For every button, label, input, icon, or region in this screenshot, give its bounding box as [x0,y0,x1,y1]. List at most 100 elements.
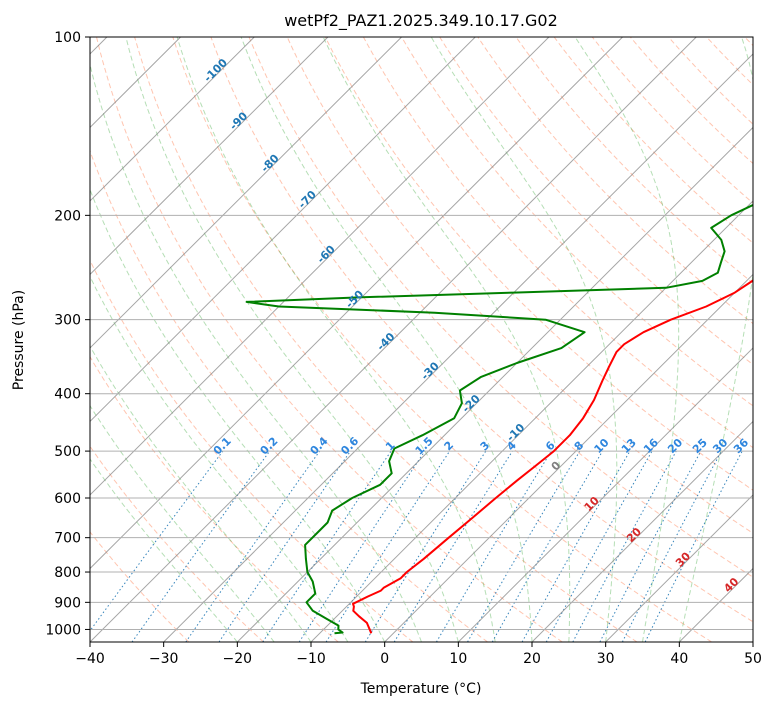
moist-adiabat-line [574,37,680,642]
mixing-ratio-line [262,450,392,642]
isotherm-line [457,347,753,642]
dry-adiabat-line [90,445,264,642]
isotherm-line [90,37,476,423]
x-tick-label: 30 [597,651,615,667]
mixing-ratio-line [185,450,321,642]
warm-isotherm-label: 30 [673,549,693,569]
mixing-ratio-line [298,450,426,642]
warm-isotherm-label: 10 [582,494,602,514]
mixing-ratio-label: 30 [710,436,730,456]
isotherm-line [90,37,697,642]
dry-adiabat-line [210,37,753,623]
mixing-ratio-label: 25 [690,436,710,456]
mixing-ratio-label: 0.1 [211,435,234,458]
isotherm-label: -60 [315,242,338,265]
moist-adiabat-line [90,458,238,642]
warm-isotherm-label: 40 [721,575,741,595]
mixing-ratio-line [467,450,581,642]
mixing-ratio-line [90,450,224,632]
dry-adiabat-line [90,259,414,642]
mixing-ratio-line [364,450,487,642]
y-tick-label: 800 [54,565,81,581]
isotherm-label: -100 [201,56,230,85]
chart-title: wetPf2_PAZ1.2025.349.10.17.G02 [284,11,558,31]
dry-adiabat-line [744,37,753,47]
x-tick-label: −20 [223,651,253,667]
isotherm-label: -50 [343,288,366,311]
mixing-ratio-label: 0.6 [338,434,361,457]
x-tick-label: 20 [523,651,541,667]
mixing-ratio-line [435,450,552,642]
moist-adiabat-line [90,345,312,642]
dry-adiabat-line [439,37,753,366]
mixing-ratio-line [599,450,702,642]
mixing-ratio-label: 0.4 [308,434,331,457]
x-tick-label: −40 [75,651,105,667]
x-tick-label: −10 [296,651,326,667]
isotherm-line [90,37,329,276]
mixing-ratio-line [131,450,271,642]
x-tick-label: 40 [670,651,688,667]
y-tick-label: 400 [54,387,81,403]
isotherm-line [384,273,753,642]
mixing-ratio-line [545,450,653,642]
moist-adiabat-line [678,37,753,642]
moist-adiabat-line [90,404,275,642]
y-tick-label: 500 [54,444,81,460]
x-axis-label: Temperature (°C) [360,681,482,697]
dry-adiabat-line [324,37,753,491]
moist-adiabat-line [90,275,349,642]
isotherm-line [236,126,753,642]
mixing-ratio-line [218,450,351,642]
x-tick-label: 50 [744,651,762,667]
x-tick-label: 0 [380,651,389,667]
dewpoint-line [245,203,753,635]
isotherm-line [90,37,255,202]
x-axis: −40 −30 −20 −10 0 10 20 30 40 50 [75,642,762,667]
isotherm-line [531,420,753,642]
dry-adiabat-line [172,37,712,642]
dry-adiabat-line [134,37,638,642]
dry-adiabat-line [401,37,753,407]
dry-adiabat-line [553,37,753,244]
moist-adiabat-line [125,37,459,642]
isotherm-line [90,37,623,570]
dry-adiabat-line [96,37,563,642]
mixing-ratio-label: 36 [731,436,751,456]
isotherm-line [90,37,550,496]
moist-adiabat-line [430,37,618,642]
background-lines [90,37,753,642]
y-axis: 100 200 300 400 500 600 700 800 900 1000 [45,30,90,638]
moist-adiabat-line [322,37,571,642]
mixing-ratio-label: 13 [619,436,639,456]
dry-adiabat-line [248,37,753,578]
mixing-ratio-label: 16 [641,436,661,456]
mixing-ratio-line [572,450,677,642]
y-tick-label: 200 [54,208,81,224]
dry-adiabat-line [90,149,488,642]
pressure-grid [90,37,753,630]
moist-adiabat-line [90,62,422,642]
moist-adiabat-line [240,37,533,642]
y-tick-label: 1000 [45,622,81,638]
dry-adiabat-line [706,37,753,86]
dry-adiabat-line [515,37,753,284]
mixing-ratio-line [325,450,451,642]
warm-isotherm-label: 20 [624,525,644,545]
isotherm-line [678,567,753,642]
y-tick-label: 700 [54,531,81,547]
mixing-ratio-label: 20 [665,436,685,456]
x-tick-label: −30 [149,651,179,667]
mixing-ratio-line [521,450,631,642]
isotherm-line [605,494,753,642]
isotherm-line [310,200,753,642]
isotherm-label: -80 [258,152,281,175]
mixing-ratio-line [393,450,513,642]
y-tick-label: 600 [54,491,81,507]
dry-adiabat-line [90,531,190,642]
isotherm-label: -90 [227,109,250,132]
dry-adiabat-line [90,355,339,642]
moist-adiabat-line [176,37,496,642]
y-tick-label: 100 [54,30,81,46]
